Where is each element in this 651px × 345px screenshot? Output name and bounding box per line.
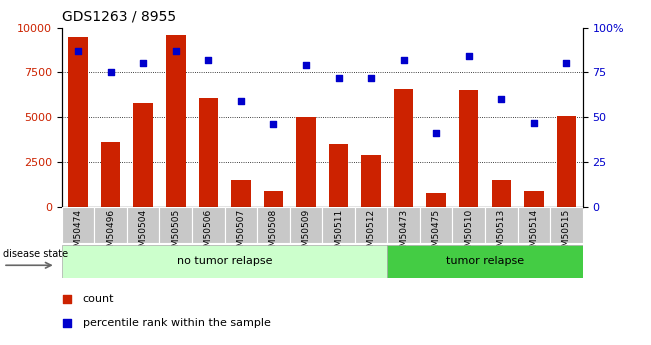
Text: disease state: disease state	[3, 249, 68, 259]
Point	[105, 70, 116, 75]
Point	[62, 297, 72, 302]
Bar	[394, 89, 413, 207]
Point	[366, 75, 376, 81]
FancyBboxPatch shape	[485, 207, 518, 243]
FancyBboxPatch shape	[518, 207, 550, 243]
FancyBboxPatch shape	[387, 245, 583, 278]
Point	[431, 131, 441, 136]
Point	[73, 48, 83, 54]
Point	[398, 57, 409, 63]
Point	[236, 98, 246, 104]
Bar	[426, 193, 446, 207]
Point	[529, 120, 539, 126]
Bar	[524, 191, 544, 207]
Bar	[557, 116, 576, 207]
Bar	[199, 98, 218, 207]
Bar	[101, 142, 120, 207]
Text: GSM50496: GSM50496	[106, 209, 115, 258]
Text: tumor relapse: tumor relapse	[446, 256, 524, 266]
Text: GSM50473: GSM50473	[399, 209, 408, 258]
FancyBboxPatch shape	[127, 207, 159, 243]
Point	[268, 122, 279, 127]
FancyBboxPatch shape	[322, 207, 355, 243]
Point	[138, 61, 148, 66]
FancyBboxPatch shape	[355, 207, 387, 243]
Point	[333, 75, 344, 81]
Text: GSM50511: GSM50511	[334, 209, 343, 258]
Text: GDS1263 / 8955: GDS1263 / 8955	[62, 10, 176, 24]
Text: GSM50514: GSM50514	[529, 209, 538, 258]
FancyBboxPatch shape	[420, 207, 452, 243]
Text: GSM50509: GSM50509	[301, 209, 311, 258]
Text: GSM50507: GSM50507	[236, 209, 245, 258]
Bar	[459, 90, 478, 207]
FancyBboxPatch shape	[192, 207, 225, 243]
Text: GSM50474: GSM50474	[74, 209, 83, 258]
FancyBboxPatch shape	[159, 207, 192, 243]
Bar	[329, 144, 348, 207]
Text: GSM50504: GSM50504	[139, 209, 148, 258]
Point	[301, 62, 311, 68]
Text: GSM50508: GSM50508	[269, 209, 278, 258]
Text: GSM50515: GSM50515	[562, 209, 571, 258]
Text: percentile rank within the sample: percentile rank within the sample	[83, 318, 271, 328]
Bar	[296, 117, 316, 207]
Bar	[492, 180, 511, 207]
FancyBboxPatch shape	[387, 207, 420, 243]
FancyBboxPatch shape	[550, 207, 583, 243]
Point	[464, 53, 474, 59]
Text: GSM50513: GSM50513	[497, 209, 506, 258]
Text: GSM50512: GSM50512	[367, 209, 376, 258]
Bar	[133, 103, 153, 207]
Text: GSM50510: GSM50510	[464, 209, 473, 258]
Bar	[231, 180, 251, 207]
Text: no tumor relapse: no tumor relapse	[177, 256, 272, 266]
FancyBboxPatch shape	[257, 207, 290, 243]
Point	[62, 320, 72, 326]
Bar	[166, 35, 186, 207]
FancyBboxPatch shape	[94, 207, 127, 243]
FancyBboxPatch shape	[62, 245, 387, 278]
Text: GSM50505: GSM50505	[171, 209, 180, 258]
Text: GSM50506: GSM50506	[204, 209, 213, 258]
Point	[561, 61, 572, 66]
Point	[171, 48, 181, 54]
Point	[203, 57, 214, 63]
Point	[496, 97, 506, 102]
FancyBboxPatch shape	[62, 207, 94, 243]
Bar	[361, 155, 381, 207]
FancyBboxPatch shape	[452, 207, 485, 243]
Text: GSM50475: GSM50475	[432, 209, 441, 258]
FancyBboxPatch shape	[225, 207, 257, 243]
FancyBboxPatch shape	[290, 207, 322, 243]
Bar	[68, 37, 88, 207]
Bar	[264, 191, 283, 207]
Text: count: count	[83, 294, 114, 304]
